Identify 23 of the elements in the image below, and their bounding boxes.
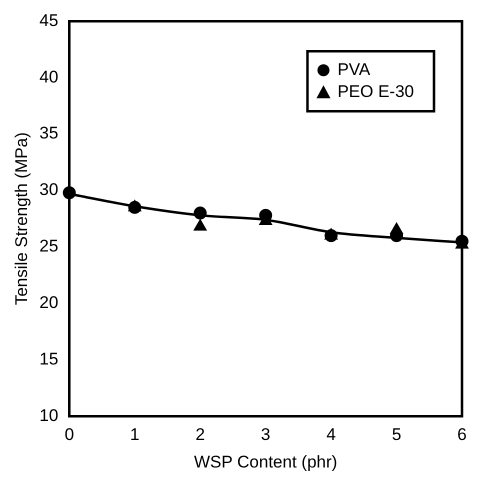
point bbox=[324, 229, 338, 242]
y-tick-label: 30 bbox=[39, 180, 58, 200]
point bbox=[194, 219, 207, 231]
y-tick-label: 35 bbox=[39, 124, 58, 143]
x-axis-title: WSP Content (phr) bbox=[194, 452, 338, 472]
y-axis-title: Tensile Strength (MPa) bbox=[12, 132, 31, 306]
y-tick-label: 45 bbox=[39, 10, 58, 30]
y-tick-label: 20 bbox=[39, 293, 58, 312]
x-tick-label: 1 bbox=[130, 425, 140, 444]
y-tick-label: 40 bbox=[39, 67, 58, 86]
x-tick-label: 2 bbox=[195, 425, 205, 444]
x-tick-label: 3 bbox=[260, 425, 270, 444]
x-tick-label: 0 bbox=[64, 425, 74, 444]
legend-label: PVA bbox=[337, 60, 371, 79]
y-tick-label: 15 bbox=[39, 349, 58, 368]
x-tick-label: 5 bbox=[392, 425, 402, 444]
x-tick-label: 4 bbox=[326, 425, 336, 444]
y-tick-label: 25 bbox=[39, 236, 58, 256]
point bbox=[128, 200, 142, 214]
y-tick-label: 10 bbox=[39, 406, 58, 425]
point bbox=[194, 206, 207, 220]
legend-label: PEO E-30 bbox=[337, 82, 414, 101]
x-tick-label: 6 bbox=[457, 425, 467, 444]
